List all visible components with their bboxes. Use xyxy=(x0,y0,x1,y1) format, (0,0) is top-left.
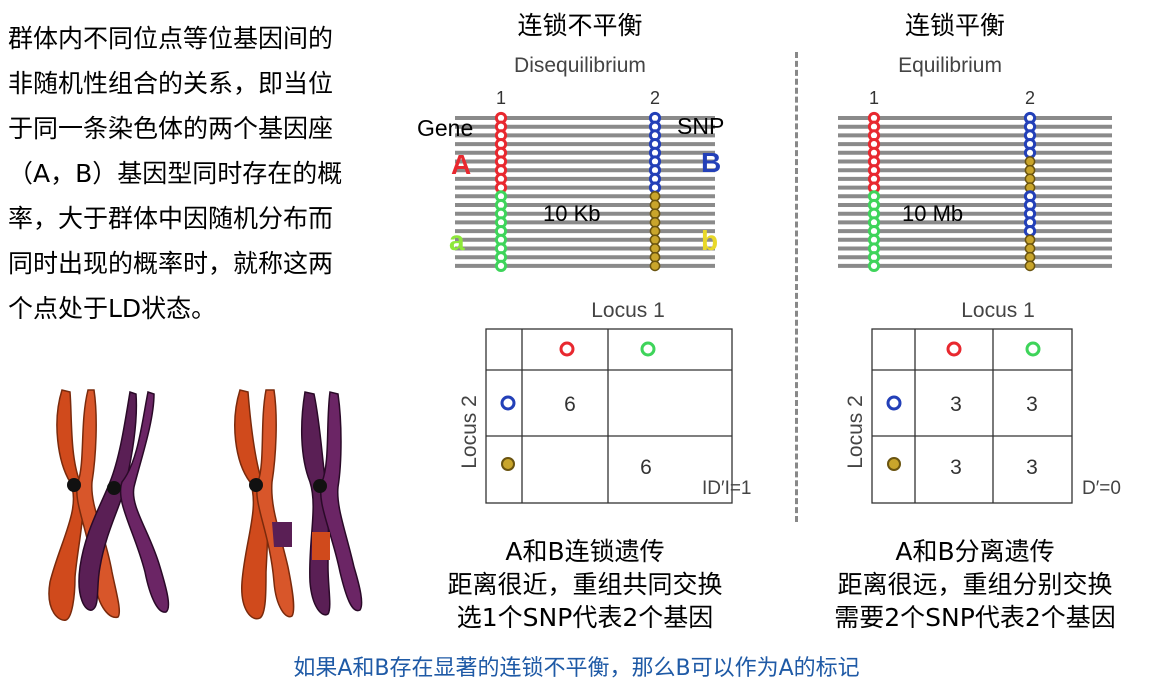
snp-allele-b-dot xyxy=(1024,251,1036,263)
left-caption-line: 选1个SNP代表2个基因 xyxy=(456,603,714,632)
red-dot-icon xyxy=(559,341,575,357)
haplotype-lines xyxy=(838,116,1112,268)
snp-allele-b-dot xyxy=(1024,260,1036,272)
snp-allele-B-dot xyxy=(1023,146,1037,159)
crossover-segment xyxy=(312,532,330,560)
snp-allele-B-dot xyxy=(648,181,662,194)
d-prime-stat: ID′I=1 xyxy=(702,478,752,499)
right-title: 连锁平衡 xyxy=(904,11,1005,40)
chromosome-pair-2 xyxy=(234,389,363,620)
snp-allele-b-dot xyxy=(649,251,661,263)
table-locus1-label: Locus 1 xyxy=(961,299,1035,322)
right-ld-diagram: 1 2 10 Mb xyxy=(838,88,1112,272)
locus-2-number: 2 xyxy=(1025,88,1035,108)
snp-label: SNP xyxy=(677,113,724,139)
locus-1-number: 1 xyxy=(869,88,879,108)
right-ld-table: Locus 1 Locus 2 3 3 3 3 D′=0 xyxy=(844,299,1121,504)
snp-allele-b-dot xyxy=(1024,156,1036,167)
d-prime-stat: D′=0 xyxy=(1082,478,1121,499)
blue-dot-icon xyxy=(886,395,902,411)
snp-allele-b-dot xyxy=(649,260,661,272)
left-caption-line: 距离很近，重组共同交换 xyxy=(447,570,723,599)
right-caption-line: A和B分离遗传 xyxy=(895,537,1055,566)
intro-line: 非随机性组合的关系，即当位 xyxy=(8,69,334,98)
intro-line: 率，大于群体中因随机分布而 xyxy=(8,204,334,233)
table-cell: 6 xyxy=(640,456,652,479)
table-locus2-label: Locus 2 xyxy=(458,395,481,469)
distance-label: 10 Mb xyxy=(902,201,963,226)
distance-label: 10 Kb xyxy=(543,201,601,226)
table-cell: 3 xyxy=(950,456,962,479)
intro-line: 个点处于LD状态。 xyxy=(8,294,217,323)
intro-line: 群体内不同位点等位基因间的 xyxy=(8,24,334,53)
snp-allele-b-dot xyxy=(649,217,661,228)
intro-line: 同时出现的概率时，就称这两 xyxy=(8,249,334,278)
chromosome-pair-1 xyxy=(48,389,170,621)
green-dot-icon xyxy=(1025,341,1041,357)
left-ld-table: Locus 1 Locus 2 6 6 ID′I=1 xyxy=(458,299,752,504)
right-panel-label: Equilibrium xyxy=(898,54,1002,77)
crossover-segment xyxy=(272,522,292,547)
gold-dot-icon xyxy=(887,457,901,471)
snp-allele-b-dot xyxy=(1024,164,1036,176)
left-caption-line: A和B连锁遗传 xyxy=(505,537,665,566)
table-cell: 3 xyxy=(1026,393,1038,416)
table-grid xyxy=(485,328,733,504)
allele-A-label: A xyxy=(451,149,471,180)
allele-a-label: a xyxy=(449,225,465,256)
snp-allele-b-dot xyxy=(649,234,661,246)
table-cell: 3 xyxy=(1026,456,1038,479)
green-dot-icon xyxy=(640,341,656,357)
centromere xyxy=(249,478,263,492)
right-caption-line: 距离很远，重组分别交换 xyxy=(837,570,1113,599)
gene-allele-a-dot xyxy=(494,259,508,272)
blue-dot-icon xyxy=(500,395,516,411)
centromere xyxy=(313,479,327,493)
intro-paragraph: 群体内不同位点等位基因间的 非随机性组合的关系，即当位 于同一条染色体的两个基因… xyxy=(8,16,418,331)
allele-B-label: B xyxy=(701,147,721,178)
red-dot-icon xyxy=(946,341,962,357)
snp-allele-b-dot xyxy=(649,199,661,211)
intro-line: 于同一条染色体的两个基因座 xyxy=(8,114,334,143)
left-title: 连锁不平衡 xyxy=(517,11,643,40)
left-caption: A和B连锁遗传 距离很近，重组共同交换 选1个SNP代表2个基因 xyxy=(400,535,770,634)
gene-allele-a-dot xyxy=(867,259,881,272)
allele-dots xyxy=(867,111,1037,272)
locus-2-number: 2 xyxy=(650,88,660,108)
snp-allele-B-dot xyxy=(1023,225,1037,238)
left-ld-diagram: 1 2 Gene SNP A B a b 10 Kb xyxy=(417,88,724,272)
gene-label: Gene xyxy=(417,115,473,141)
left-panel-label: Disequilibrium xyxy=(514,54,646,77)
gold-dot-icon xyxy=(501,457,515,471)
right-caption: A和B分离遗传 距离很远，重组分别交换 需要2个SNP代表2个基因 xyxy=(790,535,1153,634)
snp-allele-b-dot xyxy=(649,190,661,202)
allele-dots xyxy=(494,111,662,272)
snp-allele-b-dot xyxy=(649,243,661,254)
section-divider xyxy=(795,52,798,522)
centromere xyxy=(107,481,121,495)
footer-note: 如果A和B存在显著的连锁不平衡，那么B可以作为A的标记 xyxy=(293,656,860,681)
chromosome-purple-right xyxy=(119,391,170,613)
table-locus2-label: Locus 2 xyxy=(844,395,867,469)
snp-allele-b-dot xyxy=(1024,234,1036,246)
snp-allele-b-dot xyxy=(649,208,661,220)
locus-1-number: 1 xyxy=(496,88,506,108)
haplotype-lines xyxy=(455,116,715,268)
centromere xyxy=(67,478,81,492)
snp-allele-b-dot xyxy=(649,225,661,237)
snp-allele-b-dot xyxy=(1024,173,1036,185)
right-caption-line: 需要2个SNP代表2个基因 xyxy=(834,603,1116,632)
allele-b-label: b xyxy=(701,225,718,256)
table-cell: 6 xyxy=(564,393,576,416)
table-grid xyxy=(871,328,1073,504)
chromosome-illustration xyxy=(48,389,363,621)
table-cell: 3 xyxy=(950,393,962,416)
table-locus1-label: Locus 1 xyxy=(591,299,665,322)
intro-line: （A，B）基因型同时存在的概 xyxy=(8,159,343,188)
snp-allele-b-dot xyxy=(1024,243,1036,254)
